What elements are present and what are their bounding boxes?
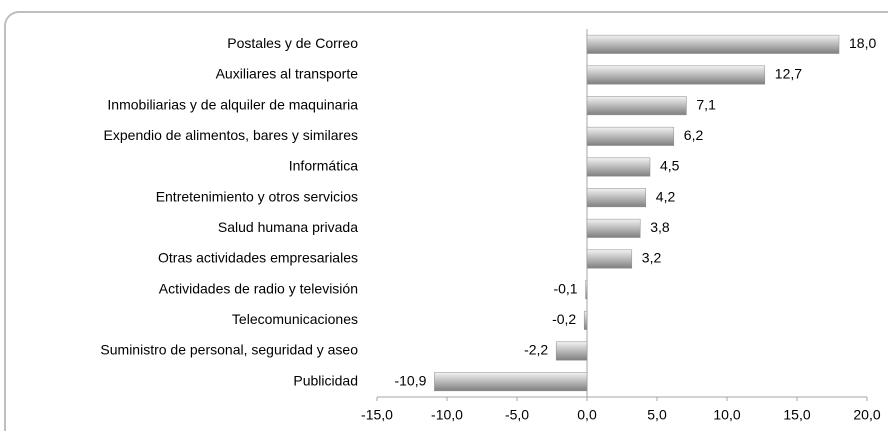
value-label: 6,2 bbox=[684, 127, 704, 143]
bar bbox=[586, 34, 840, 54]
value-label: 3,8 bbox=[650, 219, 670, 235]
x-tick-label: 15,0 bbox=[783, 407, 810, 423]
value-label: -2,2 bbox=[524, 342, 548, 358]
x-tick-label: -15,0 bbox=[361, 407, 393, 423]
bar bbox=[583, 310, 588, 330]
value-label: 4,5 bbox=[660, 158, 680, 174]
category-label: Publicidad bbox=[293, 372, 358, 388]
x-tick-label: 10,0 bbox=[713, 407, 740, 423]
category-label: Inmobiliarias y de alquiler de maquinari… bbox=[107, 96, 358, 112]
category-label: Postales y de Correo bbox=[227, 35, 358, 51]
value-label: 12,7 bbox=[775, 66, 802, 82]
category-label: Informática bbox=[289, 158, 358, 174]
bar bbox=[586, 157, 651, 177]
category-label: Telecomunicaciones bbox=[232, 311, 358, 327]
category-label: Otras actividades empresariales bbox=[158, 250, 358, 266]
value-label: 18,0 bbox=[849, 35, 876, 51]
value-label: -10,9 bbox=[394, 372, 426, 388]
value-label: -0,2 bbox=[552, 311, 576, 327]
category-label: Salud humana privada bbox=[218, 219, 358, 235]
x-tick-label: -10,0 bbox=[431, 407, 463, 423]
category-label: Expendio de alimentos, bares y similares bbox=[104, 127, 358, 143]
bar bbox=[586, 249, 633, 269]
bar bbox=[586, 65, 766, 85]
value-label: 4,2 bbox=[656, 188, 676, 204]
category-label: Suministro de personal, seguridad y aseo bbox=[100, 342, 358, 358]
value-label: 3,2 bbox=[642, 250, 662, 266]
bar bbox=[586, 96, 687, 116]
x-tick-label: 20,0 bbox=[853, 407, 880, 423]
x-tick-label: 0,0 bbox=[577, 407, 597, 423]
category-label: Auxiliares al transporte bbox=[216, 66, 359, 82]
value-label: -0,1 bbox=[553, 280, 577, 296]
bar bbox=[555, 341, 588, 361]
category-label: Entretenimiento y otros servicios bbox=[156, 188, 358, 204]
category-label: Actividades de radio y televisión bbox=[159, 280, 358, 296]
value-label: 7,1 bbox=[696, 96, 716, 112]
bar bbox=[434, 372, 588, 392]
panel bbox=[4, 11, 888, 431]
bar bbox=[586, 218, 641, 238]
bar bbox=[586, 126, 675, 146]
x-tick-label: 5,0 bbox=[647, 407, 667, 423]
bar bbox=[586, 188, 647, 208]
x-tick-label: -5,0 bbox=[505, 407, 529, 423]
bar bbox=[585, 280, 588, 300]
